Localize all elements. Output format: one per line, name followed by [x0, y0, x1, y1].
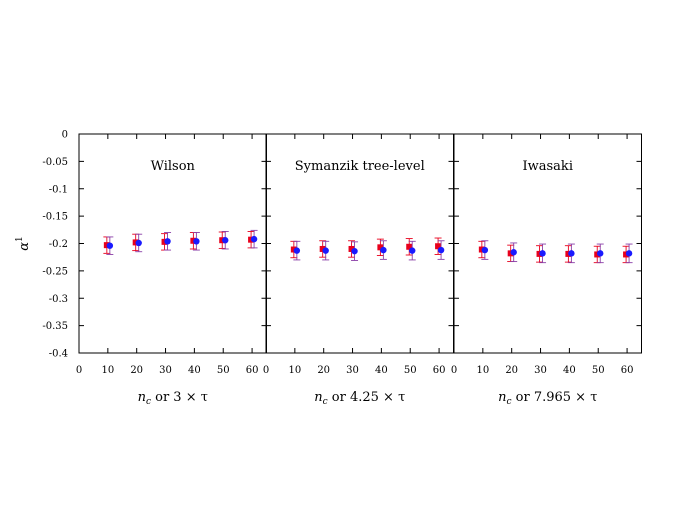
x-tick-label: 30: [346, 365, 359, 376]
series-blue: [481, 240, 633, 264]
series-red: [103, 231, 255, 254]
data-point: [481, 246, 489, 254]
series-red: [290, 237, 442, 259]
x-tick-label: 20: [317, 365, 330, 376]
data-point: [106, 242, 114, 249]
panel-title: Symanzik tree-level: [295, 159, 425, 174]
y-tick-label: -0.05: [42, 157, 68, 168]
y-tick-label: 0: [62, 130, 68, 141]
series-red: [478, 240, 630, 264]
data-point: [322, 247, 329, 254]
data-point: [135, 239, 142, 247]
x-tick-label: 50: [404, 365, 417, 376]
x-tick-label: 20: [505, 365, 518, 376]
x-tick-label: 40: [188, 365, 201, 376]
data-point: [319, 245, 326, 252]
data-point: [568, 250, 575, 257]
data-point: [377, 244, 384, 251]
y-axis-label: α1: [15, 236, 32, 251]
panel-1: 0 10 20 30 40 50 60 Wilson nc or 3 × τ: [76, 133, 267, 407]
y-tick-label: -0.35: [42, 321, 68, 332]
x-tick-label: 40: [375, 365, 388, 376]
panel-title: Iwasaki: [523, 159, 573, 174]
x-tick-label: 40: [563, 365, 576, 376]
y-tick-label: -0.15: [42, 212, 68, 223]
data-point: [193, 238, 200, 245]
data-point: [406, 243, 413, 250]
y-tick-label: -0.2: [49, 239, 68, 250]
x-tick-label: 10: [476, 365, 489, 376]
data-point: [539, 250, 546, 257]
data-point: [293, 247, 301, 254]
y-tick-label: -0.25: [42, 266, 68, 277]
data-point: [435, 243, 442, 250]
data-point: [250, 235, 258, 243]
y-tick-label: -0.1: [49, 184, 68, 195]
data-point: [597, 250, 604, 257]
x-tick-label: 50: [217, 365, 230, 376]
x-tick-label: 50: [592, 365, 605, 376]
x-tick-label: 30: [534, 365, 547, 376]
y-axis: 0 -0.05 -0.1 -0.15 -0.2 -0.25 -0.3 -0.35 -0.4: [42, 130, 68, 360]
x-tick-label: 30: [159, 365, 172, 376]
panel-2: 0 10 20 30 40 50 60 Symanzik tree-level nc or 4.…: [263, 133, 454, 407]
data-point: [351, 247, 358, 255]
data-point: [625, 250, 633, 257]
x-axis-label: nc or 3 × τ: [138, 390, 208, 407]
data-point: [380, 246, 387, 254]
x-axis-label: nc or 7.965 × τ: [498, 390, 597, 407]
data-point: [348, 245, 355, 252]
series-blue: [106, 229, 258, 255]
y-tick-label: -0.3: [49, 294, 68, 305]
x-tick-label: 20: [130, 365, 143, 376]
x-tick-label: 0: [451, 365, 457, 376]
panels: 0 10 20 30 40 50 60 Wilson nc or 3 × τ 0 10 20 30 40 5…: [76, 133, 642, 407]
series-blue: [293, 240, 445, 261]
data-point: [510, 249, 517, 256]
x-tick-label: 0: [263, 365, 269, 376]
x-tick-label: 60: [621, 365, 634, 376]
x-tick-label: 10: [101, 365, 114, 376]
panel-3: 0 10 20 30 40 50 60 Iwasaki nc or 7.965 × τ: [451, 133, 642, 407]
panel-title: Wilson: [151, 159, 196, 174]
data-point: [222, 237, 229, 244]
data-point: [437, 246, 445, 254]
data-point: [409, 247, 416, 254]
x-tick-label: 0: [76, 365, 82, 376]
x-tick-label: 60: [246, 365, 259, 376]
x-axis-label: nc or 4.25 × τ: [314, 390, 405, 407]
y-tick-label: -0.4: [49, 349, 68, 360]
x-tick-label: 60: [433, 365, 446, 376]
x-tick-label: 10: [288, 365, 301, 376]
data-point: [164, 238, 171, 245]
